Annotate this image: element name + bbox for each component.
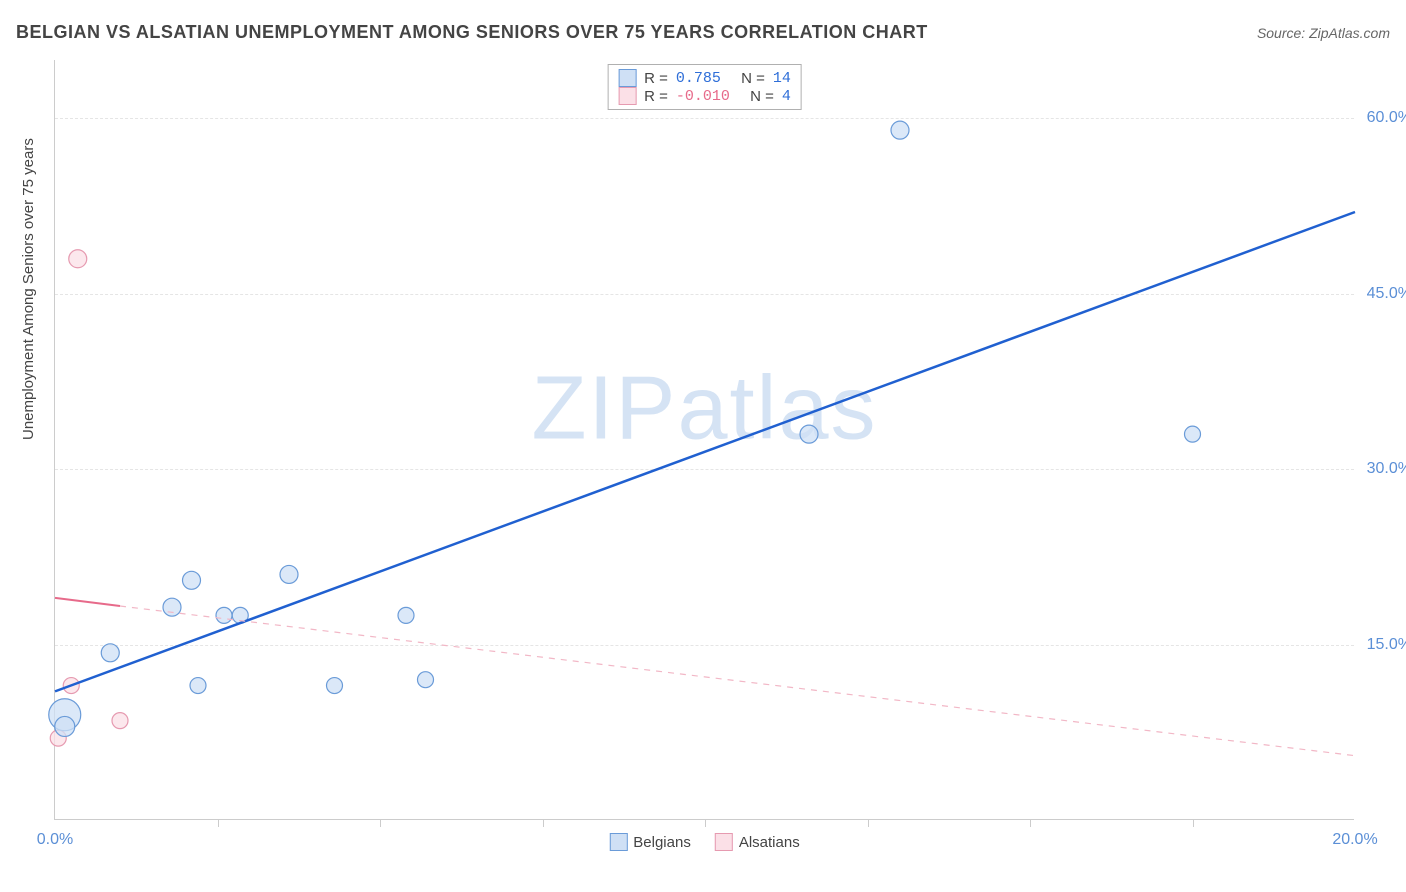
source-label: Source: ZipAtlas.com — [1257, 25, 1390, 41]
x-tick — [218, 819, 219, 827]
y-tick-label: 30.0% — [1367, 460, 1406, 478]
legend-label-belgians: Belgians — [633, 834, 691, 851]
y-axis-label: Unemployment Among Seniors over 75 years — [20, 138, 37, 440]
point-belgians — [183, 571, 201, 589]
x-tick — [1193, 819, 1194, 827]
swatch-belgians-icon — [609, 833, 627, 851]
x-tick — [543, 819, 544, 827]
x-tick-label: 20.0% — [1332, 831, 1377, 849]
point-belgians — [101, 644, 119, 662]
plot-area: ZIPatlas 15.0%30.0%45.0%60.0% 0.0%20.0% … — [54, 60, 1354, 820]
x-tick — [868, 819, 869, 827]
trend-alsatians — [55, 598, 120, 606]
x-tick — [380, 819, 381, 827]
point-belgians — [280, 565, 298, 583]
y-tick-label: 60.0% — [1367, 109, 1406, 127]
point-belgians — [216, 607, 232, 623]
series-legend: Belgians Alsatians — [609, 833, 799, 851]
chart-title: BELGIAN VS ALSATIAN UNEMPLOYMENT AMONG S… — [16, 22, 928, 43]
legend-item-belgians: Belgians — [609, 833, 691, 851]
y-tick-label: 15.0% — [1367, 636, 1406, 654]
point-belgians — [327, 678, 343, 694]
chart-canvas — [55, 60, 1354, 819]
x-tick-label: 0.0% — [37, 831, 73, 849]
point-belgians — [163, 598, 181, 616]
x-tick — [1030, 819, 1031, 827]
trend-alsatians-extrapolated — [120, 606, 1355, 756]
y-tick-label: 45.0% — [1367, 285, 1406, 303]
x-tick — [705, 819, 706, 827]
chart-header: BELGIAN VS ALSATIAN UNEMPLOYMENT AMONG S… — [16, 22, 1390, 43]
legend-label-alsatians: Alsatians — [739, 834, 800, 851]
point-belgians — [1185, 426, 1201, 442]
trend-belgians — [55, 212, 1355, 691]
point-belgians — [800, 425, 818, 443]
point-belgians — [418, 672, 434, 688]
point-belgians — [190, 678, 206, 694]
swatch-alsatians-icon — [715, 833, 733, 851]
legend-item-alsatians: Alsatians — [715, 833, 800, 851]
point-belgians — [398, 607, 414, 623]
point-alsatians — [69, 250, 87, 268]
point-belgians — [891, 121, 909, 139]
point-alsatians — [112, 713, 128, 729]
point-belgians — [55, 716, 75, 736]
